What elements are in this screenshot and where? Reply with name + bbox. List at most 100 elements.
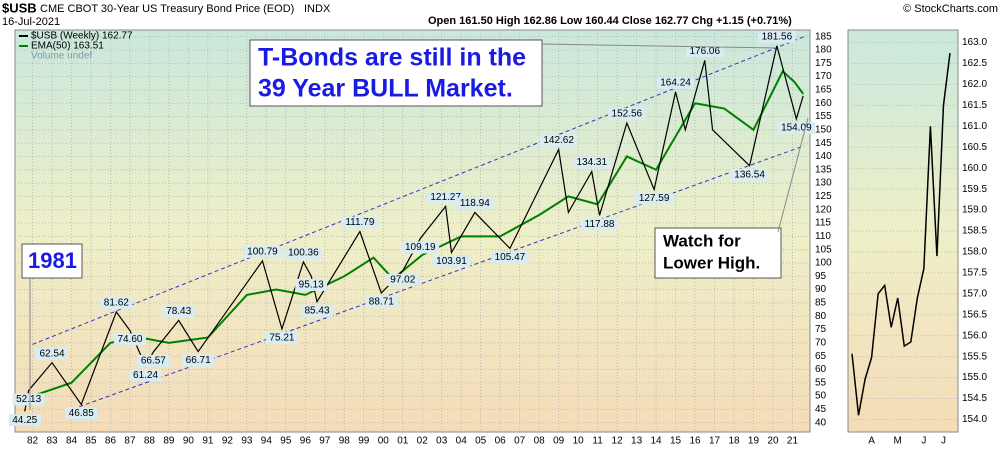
value-label: 103.91 [436,256,467,267]
value-label: 136.54 [734,169,765,180]
x-tick-label: 09 [553,436,565,447]
value-label-bg [301,304,334,317]
value-label: 78.43 [166,306,191,317]
x-tick-label: 83 [46,436,58,447]
quote: Open 161.50 High 162.86 Low 160.44 Close… [428,15,792,27]
y-tick-label: 180 [815,45,832,56]
y-tick-label: 125 [815,191,832,202]
x-tick-label: 06 [495,436,507,447]
y-tick-label: 60 [815,364,827,375]
value-label: 118.94 [460,198,490,209]
value-label: 66.71 [186,355,211,366]
value-label-bg [456,197,494,210]
y-tick-label: 159.5 [962,184,987,195]
value-label-bg [401,241,440,254]
x-tick-label: 18 [728,436,740,447]
x-tick-label: 00 [378,436,390,447]
y-tick-label: 154.0 [962,414,987,425]
value-label-bg [635,192,673,205]
value-label-bg [129,369,162,382]
value-label-bg [730,168,769,181]
y-tick-label: 100 [815,258,832,269]
symbol: $USB [2,0,37,15]
value-label: 134.31 [576,157,607,168]
y-tick-label: 160.0 [962,163,987,174]
value-label-bg [295,278,328,291]
x-tick-label: J [921,436,926,447]
y-tick-label: 175 [815,58,832,69]
x-tick-label: A [868,436,875,447]
x-tick-label: 94 [261,436,273,447]
x-tick-label: 19 [748,436,760,447]
x-tick-label: 87 [124,436,136,447]
x-tick-label: 88 [144,436,156,447]
series-line [32,69,804,398]
value-label: 97.02 [390,275,415,286]
y-tick-label: 85 [815,298,827,309]
x-tick-label: 91 [202,436,214,447]
y-tick-label: 155 [815,111,832,122]
value-label-bg [386,273,419,286]
x-tick-label: M [894,436,902,447]
y-tick-label: 160 [815,98,832,109]
value-label: 46.85 [69,408,94,419]
value-label-bg [539,134,578,147]
y-tick-label: 105 [815,244,832,255]
value-label: 176.06 [689,46,720,57]
x-tick-label: 96 [300,436,312,447]
value-label-bg [113,333,146,346]
value-label-bg [426,191,465,204]
value-label: 181.56 [762,31,793,42]
y-tick-label: 150 [815,124,832,135]
pointer [541,43,776,49]
y-tick-label: 135 [815,164,832,175]
title: CME CBOT 30-Year US Treasury Bond Price … [40,3,294,15]
legend-label: $USB (Weekly) 162.77 [31,31,133,42]
value-label: 62.54 [40,348,65,359]
y-tick-label: 120 [815,204,832,215]
value-label-bg [580,218,619,231]
value-label-bg [758,30,796,43]
x-tick-label: 11 [592,436,603,447]
headline-frame [249,39,543,107]
value-label: 142.62 [543,135,574,146]
legend-label: EMA(50) 163.51 [31,41,104,52]
year-box [21,243,83,279]
y-tick-label: 156.0 [962,330,987,341]
y-tick-label: 155.5 [962,351,987,362]
value-label: 121.27 [430,192,461,203]
y-tick-label: 130 [815,178,832,189]
x-tick-label: 20 [767,436,779,447]
x-tick-label: 08 [534,436,546,447]
y-tick-label: 185 [815,31,832,42]
y-tick-label: 170 [815,71,832,82]
value-label-bg [284,246,323,259]
value-label-bg [608,108,646,121]
trend-line [32,36,805,345]
y-tick-label: 75 [815,324,827,335]
x-tick-label: 03 [436,436,448,447]
x-tick-label: 13 [631,436,643,447]
value-label: 66.57 [141,356,166,367]
value-label: 61.24 [133,370,158,381]
credit: © StockCharts.com [903,3,998,15]
x-tick-label: 95 [280,436,292,447]
headline-line: T-Bonds are still in the [258,44,526,72]
x-tick-label: 82 [27,436,39,447]
value-label: 85.43 [305,305,330,316]
x-tick-label: 16 [689,436,701,447]
headline-box: T-Bonds are still in the 39 Year BULL Ma… [249,39,543,107]
value-label-bg [265,331,298,344]
x-tick-label: 93 [241,436,253,447]
value-label: 154.09 [781,123,812,134]
y-tick-label: 154.5 [962,393,987,404]
y-tick-label: 45 [815,404,827,415]
y-tick-label: 55 [815,377,827,388]
y-tick-label: 157.0 [962,288,987,299]
value-label: 111.79 [345,217,375,228]
y-tick-label: 161.0 [962,121,987,132]
y-tick-label: 50 [815,391,827,402]
date: 16-Jul-2021 [2,16,60,28]
y-tick-label: 140 [815,151,832,162]
y-tick-label: 162.0 [962,79,987,90]
